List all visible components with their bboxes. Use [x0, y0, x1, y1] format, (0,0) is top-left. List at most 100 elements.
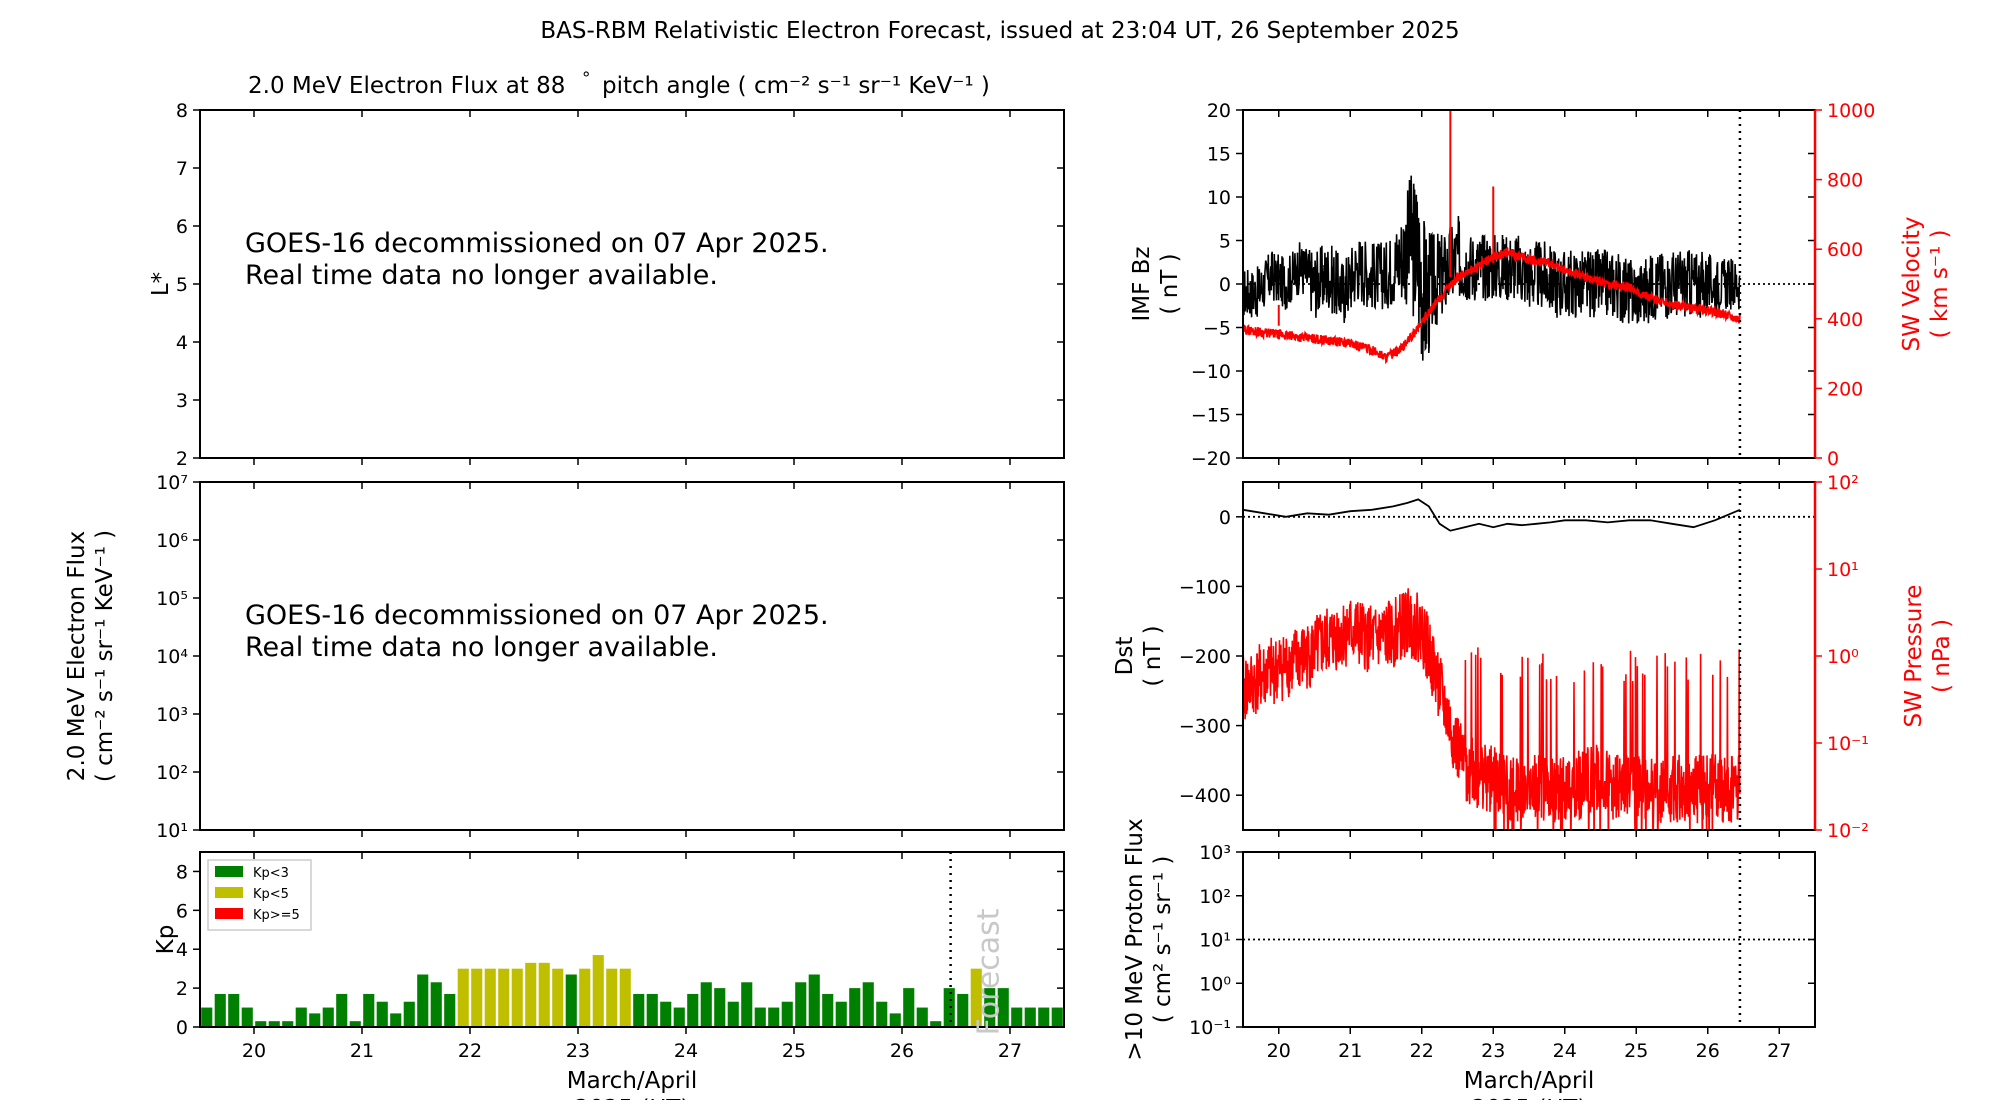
kp-xtick-label: 20	[242, 1040, 266, 1062]
lstar-title-units: pitch angle ( cm⁻² s⁻¹ sr⁻¹ KeV⁻¹ )	[602, 73, 990, 99]
kp-forecast-group: Forecast	[972, 908, 1007, 1035]
kp-bar	[214, 993, 226, 1027]
kp-frame	[199, 851, 1065, 1028]
kp-bar	[889, 1013, 901, 1027]
kp-xlabel: 2025 (UT)	[575, 1096, 690, 1100]
kp-bar	[295, 1007, 307, 1027]
kp-bar	[943, 988, 955, 1027]
proton-xtick-label: 25	[1624, 1040, 1648, 1062]
lstar-title: 2.0 MeV Electron Flux at 88	[248, 73, 565, 99]
dst-series	[1243, 498, 1741, 532]
kp-ylabel-group: Kp	[153, 925, 179, 955]
kp-bar	[592, 955, 604, 1027]
imf-ytick-label: −15	[1191, 405, 1231, 427]
proton-xlabel: March/April	[1464, 1068, 1594, 1094]
flux-message: Real time data no longer available.	[245, 632, 718, 663]
kp-bar	[552, 968, 564, 1027]
dst-ylabel-group: SW Pressure( nPa )	[1901, 585, 1955, 728]
flux-ytick-label: 10⁵	[156, 588, 188, 610]
lstar-ytick-label: 2	[176, 448, 188, 470]
kp-bar	[565, 974, 577, 1027]
dst-y2tick-label: 10¹	[1827, 559, 1859, 581]
kp-bar	[538, 962, 550, 1027]
kp-legend-swatch	[215, 887, 243, 898]
kp-bar	[376, 1001, 388, 1027]
kp-bar	[754, 1007, 766, 1027]
imf-ytick-label: −10	[1191, 361, 1231, 383]
kp-bar	[255, 1021, 267, 1027]
flux-ytick-label: 10⁷	[156, 472, 188, 494]
lstar-ytick-label: 3	[176, 390, 188, 412]
kp-bar	[957, 993, 969, 1027]
imf-ytick-label: 20	[1207, 100, 1231, 122]
proton-xtick-label: 20	[1267, 1040, 1291, 1062]
kp-bar	[835, 1001, 847, 1027]
kp-bar	[673, 1007, 685, 1027]
kp-bar	[471, 968, 483, 1027]
imf-y2tick-label: 200	[1827, 378, 1863, 400]
kp-bar	[349, 1021, 361, 1027]
kp-bar	[1038, 1007, 1050, 1027]
proton-xlabel: 2025 (UT)	[1472, 1096, 1587, 1100]
kp-ytick-label: 8	[176, 861, 188, 883]
kp-bar	[997, 988, 1009, 1027]
kp-xtick-label: 26	[890, 1040, 914, 1062]
lstar-ytick-label: 4	[176, 332, 188, 354]
kp-xlabel: March/April	[567, 1068, 697, 1094]
flux-ylabel-group: 2.0 MeV Electron Flux( cm⁻² s⁻¹ sr⁻¹ KeV…	[64, 530, 118, 782]
proton-ytick-label: 10⁰	[1199, 973, 1231, 995]
imf-ytick-label: 10	[1207, 187, 1231, 209]
kp-bar	[282, 1021, 294, 1027]
kp-bar	[876, 1001, 888, 1027]
kp-bar	[633, 993, 645, 1027]
kp-bar	[525, 962, 537, 1027]
lstar-title-degree: °	[582, 69, 591, 89]
kp-bar	[417, 974, 429, 1027]
proton-xtick-label: 23	[1481, 1040, 1505, 1062]
kp-legend-label: Kp>=5	[253, 908, 300, 923]
kp-forecast-label: Forecast	[972, 908, 1007, 1035]
kp-bar	[687, 993, 699, 1027]
flux-ytick-label: 10²	[156, 762, 188, 784]
kp-bar	[228, 993, 240, 1027]
dst-ytick-label: −100	[1179, 576, 1231, 598]
imf-y2tick-label: 400	[1827, 309, 1863, 331]
imf-ylabel: ( nT )	[1157, 253, 1183, 314]
imf-ylabel: IMF Bz	[1129, 246, 1155, 321]
kp-bar	[822, 993, 834, 1027]
flux-message: GOES-16 decommissioned on 07 Apr 2025.	[245, 600, 829, 631]
kp-bar	[1051, 1007, 1063, 1027]
kp-legend: Kp<3 Kp<5 Kp>=5	[207, 859, 312, 931]
imf-ylabel-group: SW Velocity( km s⁻¹ )	[1899, 217, 1953, 352]
kp-ytick-label: 0	[176, 1017, 188, 1039]
imf-y2tick-label: 0	[1827, 448, 1839, 470]
imf-ytick-label: −20	[1191, 448, 1231, 470]
kp-bar	[984, 988, 996, 1027]
kp-bar	[714, 988, 726, 1027]
kp-bar	[727, 1001, 739, 1027]
lstar-message: GOES-16 decommissioned on 07 Apr 2025.	[245, 228, 829, 259]
lstar-ylabel: L*	[148, 272, 174, 296]
kp-bar	[498, 968, 510, 1027]
kp-bar	[606, 968, 618, 1027]
kp-bar	[403, 1001, 415, 1027]
flux-ytick-label: 10⁴	[156, 646, 188, 668]
lstar-ylabel-group: L*	[148, 272, 174, 296]
imf-ytick-label: −5	[1203, 318, 1231, 340]
lstar-ytick-label: 7	[176, 158, 188, 180]
proton-ylabel: >10 MeV Proton Flux	[1122, 818, 1148, 1060]
dst-ylabel: SW Pressure	[1901, 585, 1927, 728]
dst-ylabel: ( nPa )	[1929, 619, 1955, 693]
kp-ylabel: Kp	[153, 925, 179, 955]
flux-ylabel: ( cm⁻² s⁻¹ sr⁻¹ KeV⁻¹ )	[92, 530, 118, 782]
kp-bar	[511, 968, 523, 1027]
dst-y2tick-label: 10⁻²	[1827, 820, 1869, 842]
imf-ylabel: SW Velocity	[1899, 217, 1925, 352]
kp-bar	[457, 968, 469, 1027]
proton-ylabel: ( cm² s⁻¹ sr⁻¹ )	[1150, 856, 1176, 1024]
flux-ytick-label: 10⁶	[156, 530, 188, 552]
kp-bar	[363, 993, 375, 1027]
kp-bar	[660, 1001, 672, 1027]
flux-ytick-label: 10³	[156, 704, 188, 726]
dst-y2tick-label: 10²	[1827, 472, 1859, 494]
